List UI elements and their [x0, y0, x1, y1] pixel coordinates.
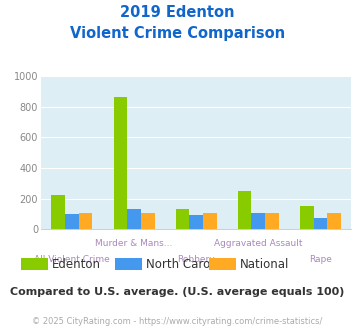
Text: Violent Crime Comparison: Violent Crime Comparison	[70, 26, 285, 41]
Bar	[189, 215, 203, 229]
Bar	[65, 214, 79, 229]
Text: Edenton: Edenton	[52, 257, 101, 271]
Text: © 2025 CityRating.com - https://www.cityrating.com/crime-statistics/: © 2025 CityRating.com - https://www.city…	[32, 317, 323, 326]
Bar	[251, 213, 265, 229]
Bar	[327, 213, 341, 229]
Text: Rape: Rape	[309, 255, 332, 264]
Text: Murder & Mans...: Murder & Mans...	[95, 239, 173, 248]
Text: Compared to U.S. average. (U.S. average equals 100): Compared to U.S. average. (U.S. average …	[10, 287, 345, 297]
Bar	[141, 213, 154, 229]
Bar	[203, 213, 217, 229]
Text: Robbery: Robbery	[178, 255, 215, 264]
Text: Aggravated Assault: Aggravated Assault	[214, 239, 302, 248]
Bar	[51, 195, 65, 229]
Bar	[176, 209, 189, 229]
Bar	[79, 213, 92, 229]
Bar	[300, 206, 313, 229]
Bar	[265, 213, 279, 229]
Bar	[238, 191, 251, 229]
Text: 2019 Edenton: 2019 Edenton	[120, 5, 235, 20]
Text: National: National	[240, 257, 290, 271]
Bar	[114, 97, 127, 229]
Text: All Violent Crime: All Violent Crime	[34, 255, 110, 264]
Bar	[313, 218, 327, 229]
Bar	[127, 210, 141, 229]
Text: North Carolina: North Carolina	[146, 257, 232, 271]
